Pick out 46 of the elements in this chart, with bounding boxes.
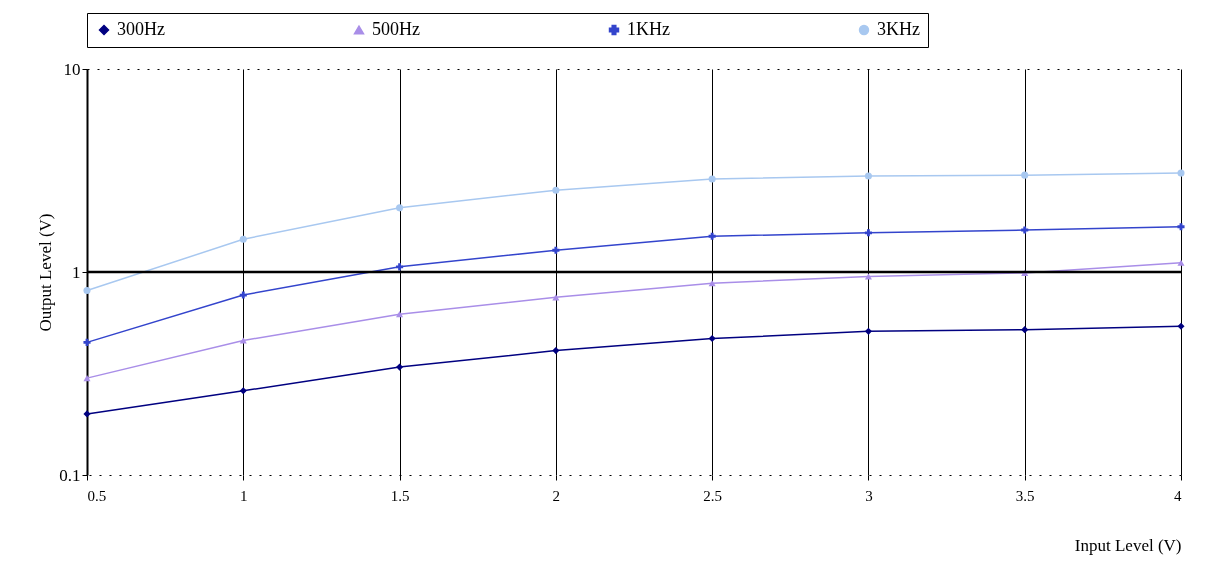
point [708,335,716,343]
x-axis-title: Input Level (V) [1074,535,1182,555]
y-axis-title: Output Level (V) [36,213,56,332]
x-tick-label: 2.5 [703,487,723,504]
point [708,175,716,183]
point [396,363,404,371]
legend-label: 500Hz [372,19,420,39]
x-tick-label: 3.5 [1015,487,1035,504]
point [83,375,91,382]
point [1177,169,1185,177]
point [239,291,247,299]
point [396,311,404,318]
legend-label: 3KHz [877,19,920,39]
legend-label: 1KHz [627,19,670,39]
x-tick-label: 4 [1174,487,1182,504]
y-tick-label: 10 [63,59,81,79]
point [83,410,91,418]
x-tick-label: 0.5 [87,487,107,504]
point [1177,259,1185,266]
point [83,338,91,346]
point [552,347,560,355]
point [864,327,872,335]
point [1177,322,1185,330]
point [1021,326,1029,334]
point [864,172,872,180]
point [1021,171,1029,179]
point [708,232,716,240]
point [239,387,247,395]
point [864,273,872,280]
x-tick-label: 1.5 [390,487,410,504]
x-tick-label: 3 [865,487,873,504]
y-tick-label: 1 [72,262,81,282]
x-tick-label: 1 [240,487,248,504]
point [552,246,560,254]
point [552,186,560,194]
point [1177,223,1185,231]
point [396,263,404,271]
x-tick-label: 2 [552,487,561,504]
point [239,337,247,344]
point [864,229,872,237]
point [239,235,247,243]
point [396,204,404,212]
legend-label: 300Hz [117,19,165,39]
point [83,287,91,295]
y-tick-label: 0.1 [59,465,81,485]
point [1021,226,1029,234]
